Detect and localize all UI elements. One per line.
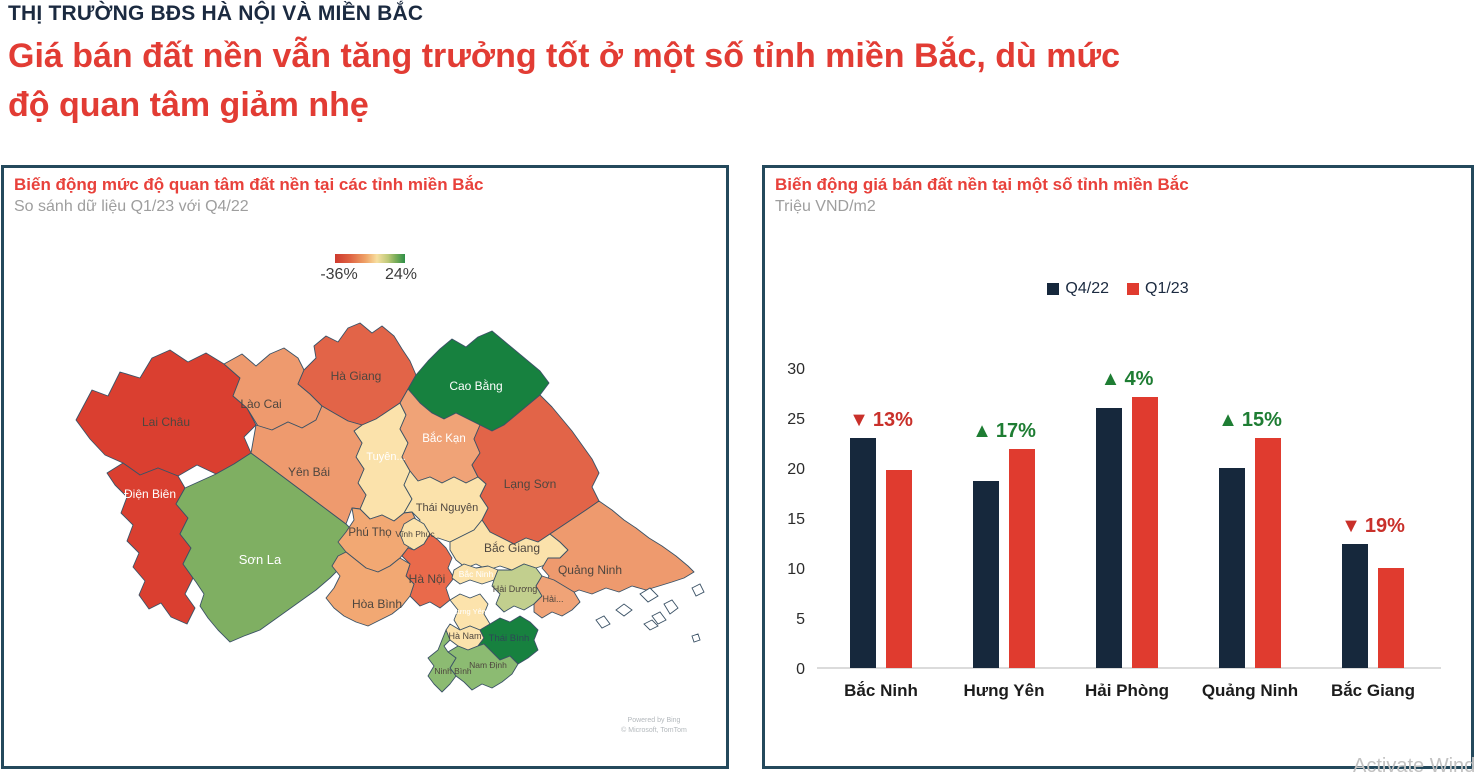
bar-q1-4	[1255, 438, 1281, 668]
map-panel-title: Biến động mức độ quan tâm đất nền tại cá…	[14, 175, 484, 194]
color-gradient-bar	[335, 254, 405, 263]
q1-swatch-icon	[1127, 283, 1139, 295]
category-label-4: Quảng Ninh	[1202, 681, 1298, 700]
bar-q4-5	[1342, 544, 1368, 668]
grouped-bar-chart: 0 5 10 15 20 25 30 Bắc Ninh ▼ 13% Hưng Yên ▲ 17% Hả…	[787, 361, 1441, 700]
province-label-ha-noi: Hà Nội	[409, 572, 446, 586]
province-yen-bai	[250, 405, 367, 525]
attribution-line-1: Powered by Bing	[627, 717, 681, 724]
province-label-lao-cai: Lào Cai	[240, 397, 281, 411]
province-quang-ninh	[541, 500, 695, 597]
island-5	[691, 583, 705, 597]
change-annotation-2: ▲ 17%	[972, 420, 1036, 442]
province-label-ha-nam: Hà Nam	[448, 631, 481, 641]
category-label-2: Hưng Yên	[964, 681, 1045, 700]
province-label-phu-tho: Phú Thọ	[348, 527, 391, 539]
category-label-3: Hải Phòng	[1085, 681, 1169, 700]
bar-q1-3	[1132, 397, 1158, 668]
province-label-tuyen-quang: Tuyên...	[366, 451, 405, 463]
y-tick-20: 20	[787, 461, 805, 478]
province-label-ha-giang: Hà Giang	[331, 369, 382, 383]
legend-min-label: -36%	[320, 266, 358, 283]
page-kicker: THỊ TRƯỜNG BĐS HÀ NỘI VÀ MIỀN BẮC	[8, 2, 424, 25]
province-label-cao-bang: Cao Bằng	[449, 378, 502, 393]
legend-item-q1: Q1/23	[1127, 280, 1189, 298]
province-label-ninh-binh: Ninh Bình	[434, 666, 472, 676]
island-8	[643, 619, 659, 631]
chart-legend: Q4/22 Q1/23	[765, 280, 1471, 298]
bar-q4-4	[1219, 468, 1245, 668]
y-tick-10: 10	[787, 561, 805, 578]
headline-line-2: độ quan tâm giảm nhẹ	[8, 86, 369, 124]
province-label-son-la: Sơn La	[239, 552, 282, 567]
island-6	[595, 615, 611, 629]
province-label-lai-chau: Lai Châu	[142, 415, 190, 429]
province-label-bac-giang: Bắc Giang	[484, 540, 540, 555]
bar-q4-2	[973, 481, 999, 668]
province-label-thai-binh: Thái Bình	[489, 633, 530, 644]
map-panel: Lai Châu Điện Biên Sơn La Lào Cai Hà Giang Ca…	[1, 165, 729, 769]
province-hai-duong	[491, 563, 543, 613]
headline-line-1: Giá bán đất nền vẫn tăng trưởng tốt ở mộ…	[8, 37, 1120, 75]
island-3	[663, 599, 679, 615]
province-label-hai-duong: Hải Dương	[493, 584, 537, 594]
province-label-quang-ninh: Quảng Ninh	[558, 563, 622, 577]
bar-chart-panel: 0 5 10 15 20 25 30 Bắc Ninh ▼ 13% Hưng Yên ▲ 17% Hả…	[762, 165, 1474, 769]
province-label-dien-bien: Điện Biên	[124, 487, 176, 501]
province-label-nam-dinh: Nam Định	[469, 660, 507, 670]
change-annotation-3: ▲ 4%	[1101, 368, 1154, 390]
province-label-hung-yen: Hưng Yên	[452, 607, 486, 616]
page-headline: Giá bán đất nền vẫn tăng trưởng tốt ở mộ…	[8, 32, 1468, 130]
y-tick-30: 30	[787, 361, 805, 378]
bar-q1-5	[1378, 568, 1404, 668]
legend-item-q4: Q4/22	[1047, 280, 1109, 298]
province-ninh-binh	[427, 629, 457, 693]
bar-q1-1	[886, 470, 912, 668]
bar-q4-1	[850, 438, 876, 668]
province-label-lang-son: Lạng Sơn	[504, 477, 557, 491]
category-label-5: Bắc Giang	[1331, 681, 1415, 700]
province-label-hai-phong: Hải...	[542, 594, 563, 604]
change-annotation-1: ▼ 13%	[849, 409, 913, 431]
attribution-line-2: © Microsoft, TomTom	[621, 727, 687, 734]
province-label-thai-nguyen: Thái Nguyên	[416, 502, 478, 514]
province-hoa-binh	[325, 551, 415, 627]
legend-max-label: 24%	[384, 266, 418, 283]
change-annotation-5: ▼ 19%	[1341, 515, 1405, 537]
y-tick-5: 5	[796, 611, 805, 628]
windows-watermark: Activate Wind	[1353, 755, 1476, 777]
y-tick-15: 15	[787, 511, 805, 528]
y-tick-25: 25	[787, 411, 805, 428]
province-label-bac-ninh: Bắc Ninh	[459, 569, 494, 579]
province-label-hoa-binh: Hòa Bình	[352, 597, 402, 611]
map-attribution: Powered by Bing © Microsoft, TomTom	[584, 716, 724, 736]
chart-panel-title: Biến động giá bán đất nền tại một số tỉn…	[775, 175, 1189, 194]
province-dien-bien	[106, 462, 196, 625]
island-7	[691, 633, 701, 643]
legend-q1-label: Q1/23	[1145, 280, 1189, 297]
choropleth-map: Lai Châu Điện Biên Sơn La Lào Cai Hà Giang Ca…	[75, 322, 705, 693]
chart-panel-subtitle: Triệu VND/m2	[775, 198, 876, 215]
island-2	[639, 587, 659, 603]
legend-q4-label: Q4/22	[1065, 280, 1109, 297]
province-label-bac-kan: Bắc Kạn	[422, 432, 465, 445]
bar-q4-3	[1096, 408, 1122, 668]
island-1	[615, 603, 633, 617]
q4-swatch-icon	[1047, 283, 1060, 295]
change-annotation-4: ▲ 15%	[1218, 409, 1282, 431]
province-label-yen-bai: Yên Bái	[288, 465, 330, 479]
province-hai-phong	[533, 575, 581, 619]
bar-q1-2	[1009, 449, 1035, 668]
y-tick-0: 0	[796, 661, 805, 678]
category-label-1: Bắc Ninh	[844, 681, 918, 700]
map-panel-subtitle: So sánh dữ liệu Q1/23 với Q4/22	[14, 198, 249, 215]
province-label-vinh-phuc: Vĩnh Phúc	[395, 529, 435, 539]
map-color-legend: -36% 24%	[4, 252, 726, 302]
island-4	[651, 611, 667, 625]
